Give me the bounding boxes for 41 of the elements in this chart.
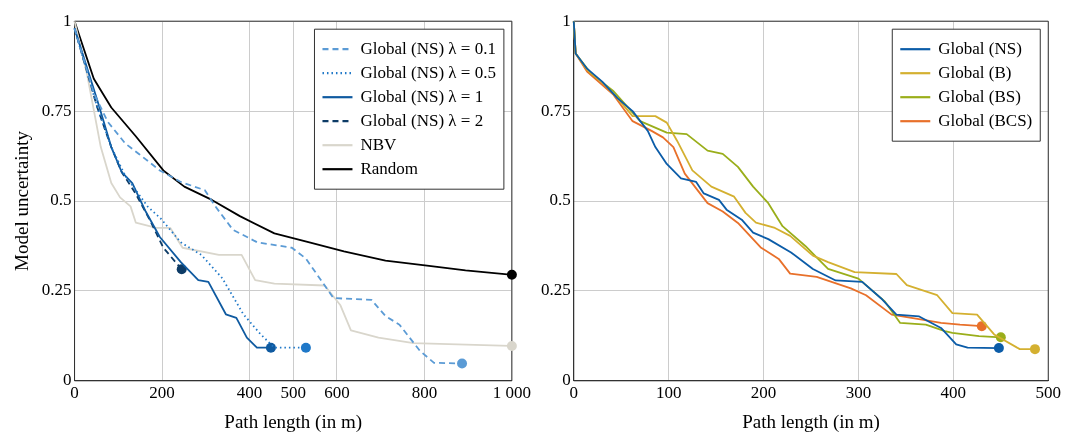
point bbox=[506, 269, 517, 280]
point bbox=[265, 342, 276, 353]
x-tick-label: 300 bbox=[845, 383, 872, 403]
legend-label: Global (BCS) bbox=[938, 110, 1033, 130]
legend-label: Global (NS) λ = 2 bbox=[360, 110, 484, 130]
x-tick-label: 1 000 bbox=[492, 383, 531, 403]
x-tick-label: 400 bbox=[236, 383, 263, 403]
y-tick-label: 0.75 bbox=[41, 100, 72, 120]
x-tick-label: 600 bbox=[324, 383, 350, 403]
y-tick-label: 0.25 bbox=[41, 280, 72, 300]
x-tick-label: 800 bbox=[411, 383, 438, 403]
point bbox=[300, 342, 311, 353]
x-tick-label: 500 bbox=[280, 383, 306, 403]
point bbox=[993, 343, 1004, 354]
legend-label: Global (BS) bbox=[938, 86, 1021, 106]
legend-label: Global (NS) λ = 1 bbox=[360, 86, 484, 106]
y-tick-label: 0.5 bbox=[50, 190, 72, 210]
legend-label: Global (NS) λ = 0.1 bbox=[360, 38, 496, 58]
y-tick-label: 0 bbox=[63, 370, 72, 390]
legend-label: Global (B) bbox=[938, 62, 1012, 82]
x-tick-label: 400 bbox=[940, 383, 967, 403]
legend-label: Global (NS) λ = 0.5 bbox=[360, 62, 496, 82]
x-tick-label: 200 bbox=[149, 383, 175, 403]
y-tick-label: 1 bbox=[562, 10, 571, 30]
legend-label: Global (NS) bbox=[938, 38, 1022, 58]
y-tick-label: 0.25 bbox=[541, 280, 571, 300]
point bbox=[1029, 344, 1040, 355]
x-axis-title: Path length (in m) bbox=[224, 410, 363, 433]
x-axis-title: Path length (in m) bbox=[742, 410, 880, 433]
y-tick-label: 1 bbox=[63, 10, 72, 30]
x-tick-label: 100 bbox=[655, 383, 682, 403]
x-tick-label: 500 bbox=[1035, 383, 1061, 403]
legend-label: Random bbox=[360, 158, 419, 178]
x-tick-label: 200 bbox=[750, 383, 777, 403]
legend-label: NBV bbox=[360, 134, 398, 154]
point bbox=[506, 340, 517, 351]
y-tick-label: 0.5 bbox=[549, 190, 571, 210]
y-axis-title: Model uncertainty bbox=[11, 130, 33, 271]
y-tick-label: 0.75 bbox=[541, 100, 571, 120]
y-tick-label: 0 bbox=[562, 370, 571, 390]
point bbox=[457, 358, 468, 369]
